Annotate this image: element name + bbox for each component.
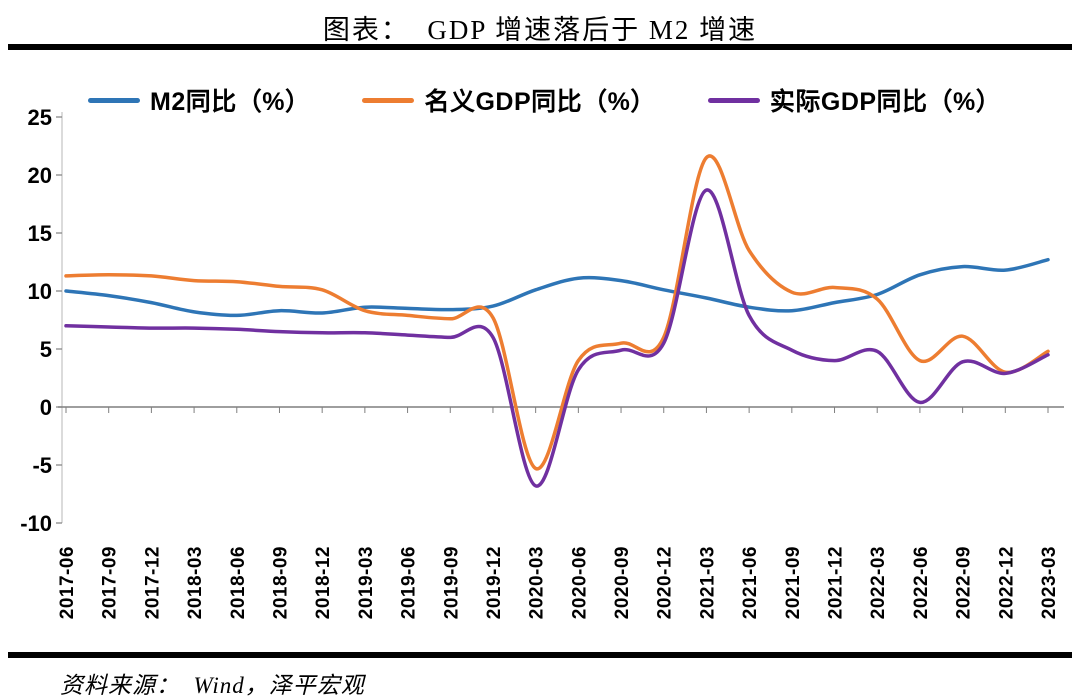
legend-label-real-gdp: 实际GDP同比（%） [769, 88, 1002, 116]
chart-title: 图表： GDP 增速落后于 M2 增速 [322, 15, 758, 45]
series-line-3 [64, 188, 1050, 488]
x-axis-label: 2020-09 [612, 546, 633, 619]
x-axis-label: 2021-09 [783, 546, 804, 619]
legend-label-m2: M2同比（%） [150, 88, 311, 116]
y-axis-label: 0 [40, 395, 52, 420]
x-axis-label: 2018-12 [313, 546, 334, 619]
chart-legend: M2同比（%） 名义GDP同比（%） 实际GDP同比（%） [88, 82, 1001, 118]
y-axis-label: 5 [40, 337, 52, 362]
x-axis-label: 2017-12 [142, 546, 163, 619]
legend-label-nominal-gdp: 名义GDP同比（%） [424, 88, 656, 116]
legend-line-real-gdp-icon [707, 97, 760, 103]
x-axis-label: 2022-06 [911, 546, 932, 619]
source-note: 资料来源： Wind，泽平宏观 [60, 673, 365, 698]
legend-item-nominal-gdp[interactable]: 名义GDP同比（%） [362, 82, 655, 118]
legend-item-m2[interactable]: M2同比（%） [88, 82, 310, 118]
y-axis-label: -5 [32, 453, 52, 478]
x-axis-label: 2022-12 [996, 546, 1017, 619]
x-axis-label: 2017-06 [57, 546, 78, 619]
x-axis-label: 2020-12 [655, 546, 676, 619]
bottom-divider [8, 652, 1072, 658]
y-axis-label: 10 [28, 279, 52, 304]
x-axis-label: 2021-03 [697, 546, 718, 619]
x-axis-label: 2019-09 [441, 546, 462, 619]
x-axis-label: 2020-03 [527, 546, 548, 619]
x-axis-label: 2022-03 [868, 546, 889, 619]
x-axis-label: 2019-12 [484, 546, 505, 619]
x-axis-label: 2023-03 [1039, 546, 1060, 619]
y-axis-label: -10 [20, 511, 52, 536]
series-line-2 [64, 154, 1050, 471]
x-axis-label: 2018-03 [185, 546, 206, 619]
legend-line-m2-icon [88, 97, 140, 103]
x-axis-label: 2017-09 [100, 546, 121, 619]
y-axis-label: 15 [28, 221, 52, 246]
x-axis-label: 2021-06 [740, 546, 761, 619]
x-axis-label: 2018-09 [270, 546, 291, 619]
y-axis-label: 20 [28, 163, 52, 188]
x-axis-label: 2020-06 [569, 546, 590, 619]
y-axis-label: 25 [28, 105, 52, 130]
x-axis-label: 2021-12 [826, 546, 847, 619]
x-axis-label: 2019-03 [356, 546, 377, 619]
legend-item-real-gdp[interactable]: 实际GDP同比（%） [707, 82, 1002, 118]
x-axis-label: 2019-06 [399, 546, 420, 619]
series-line-1 [64, 257, 1050, 318]
x-axis-label: 2018-06 [228, 546, 249, 619]
x-axis-label: 2022-09 [954, 546, 975, 619]
legend-line-nominal-gdp-icon [362, 97, 415, 103]
top-divider [8, 44, 1072, 50]
